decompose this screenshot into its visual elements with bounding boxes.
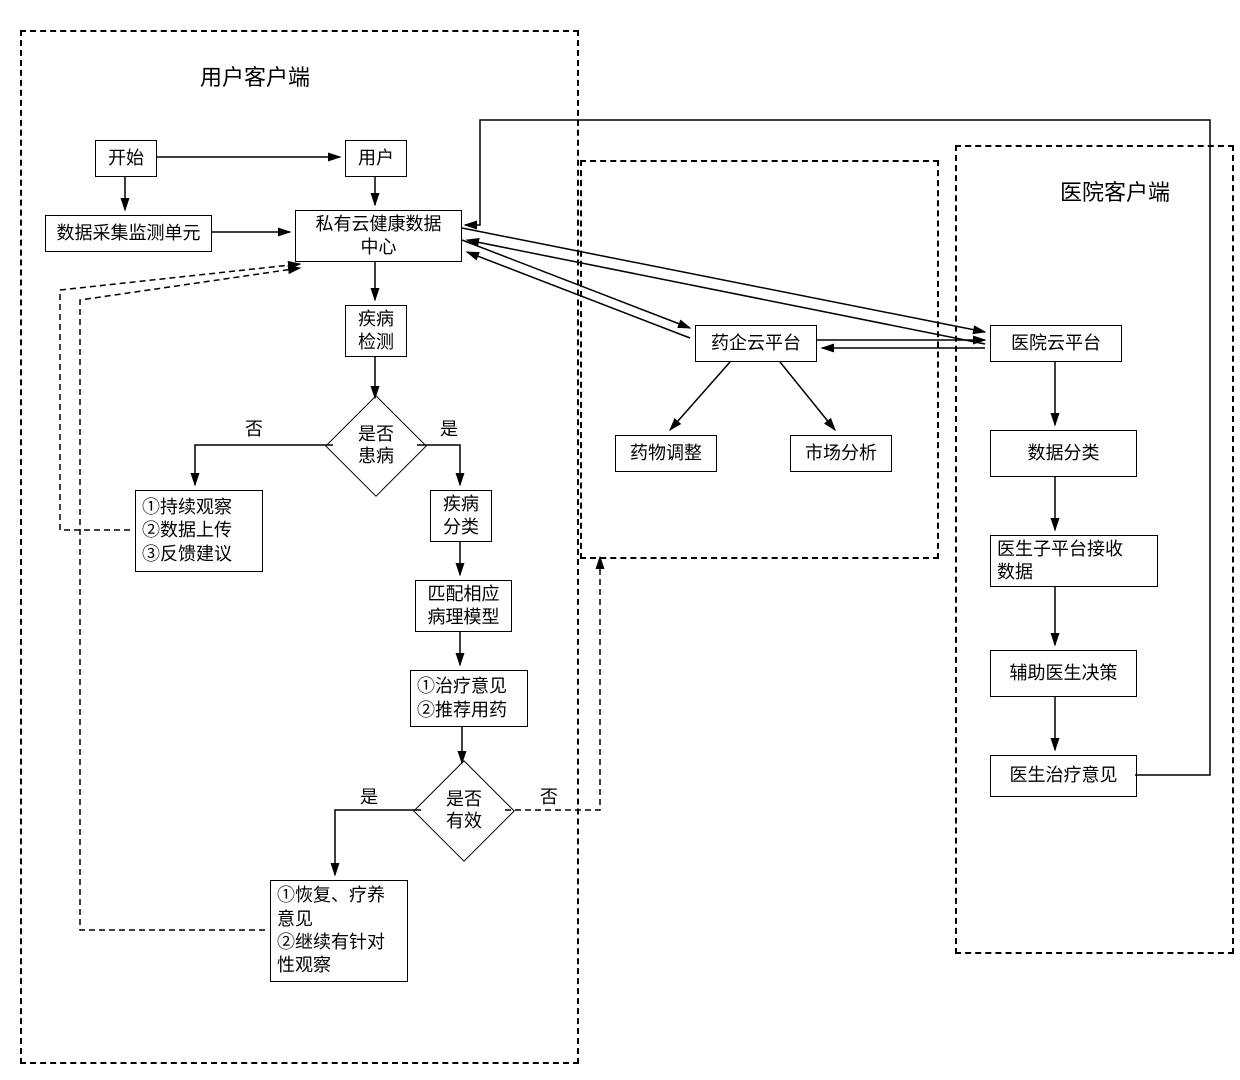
start-node: 开始: [95, 140, 157, 177]
drug-adjust-node: 药物调整: [615, 435, 717, 472]
doctor-opinion-label: 医生治疗意见: [1010, 764, 1118, 787]
hospital-cloud-node: 医院云平台: [990, 325, 1122, 362]
private-cloud-label: 私有云健康数据 中心: [316, 213, 442, 260]
observe-list-label: ①持续观察 ②数据上传 ③反馈建议: [142, 496, 232, 566]
label-yes-1: 是: [440, 415, 458, 441]
match-model-label: 匹配相应 病理模型: [428, 583, 500, 630]
market-analysis-node: 市场分析: [790, 435, 892, 472]
assist-decision-node: 辅助医生决策: [990, 650, 1137, 697]
observe-list-node: ①持续观察 ②数据上传 ③反馈建议: [135, 490, 263, 572]
flowchart-container: 用户客户端 医院客户端 开始 用户 数据采集监测单元 私有云健康数据 中心 疾病…: [0, 0, 1240, 1080]
recovery-label: ①恢复、疗养 意见 ②继续有针对 性观察: [277, 884, 385, 978]
data-collect-node: 数据采集监测单元: [45, 215, 212, 252]
label-yes-2: 是: [360, 783, 378, 809]
data-classify-node: 数据分类: [990, 430, 1137, 477]
is-effective-label: 是否 有效: [434, 789, 494, 832]
private-cloud-node: 私有云健康数据 中心: [295, 210, 462, 262]
data-collect-label: 数据采集监测单元: [57, 222, 201, 245]
label-no-2: 否: [540, 783, 558, 809]
assist-decision-label: 辅助医生决策: [1010, 662, 1118, 685]
user-node: 用户: [345, 140, 407, 177]
disease-detect-node: 疾病 检测: [345, 305, 407, 357]
pharma-cloud-node: 药企云平台: [695, 325, 817, 362]
user-client-title: 用户客户端: [200, 60, 310, 92]
user-label: 用户: [358, 147, 394, 170]
label-no-1: 否: [245, 415, 263, 441]
start-label: 开始: [108, 147, 144, 170]
pharma-cloud-label: 药企云平台: [711, 332, 801, 355]
treatment-rec-label: ①治疗意见 ②推荐用药: [417, 675, 507, 722]
recovery-node: ①恢复、疗养 意见 ②继续有针对 性观察: [270, 880, 408, 982]
match-model-node: 匹配相应 病理模型: [415, 580, 512, 632]
is-sick-label: 是否 患病: [346, 424, 406, 467]
hospital-cloud-label: 医院云平台: [1011, 332, 1101, 355]
disease-classify-label: 疾病 分类: [443, 493, 479, 540]
data-classify-label: 数据分类: [1028, 442, 1100, 465]
market-analysis-label: 市场分析: [805, 442, 877, 465]
doctor-platform-node: 医生子平台接收 数据: [990, 535, 1158, 587]
disease-detect-label: 疾病 检测: [358, 308, 394, 355]
disease-classify-node: 疾病 分类: [430, 490, 492, 542]
doctor-platform-label: 医生子平台接收 数据: [997, 538, 1123, 585]
hospital-client-title: 医院客户端: [1060, 175, 1170, 207]
treatment-rec-node: ①治疗意见 ②推荐用药: [410, 670, 528, 727]
doctor-opinion-node: 医生治疗意见: [990, 755, 1137, 797]
drug-adjust-label: 药物调整: [630, 442, 702, 465]
